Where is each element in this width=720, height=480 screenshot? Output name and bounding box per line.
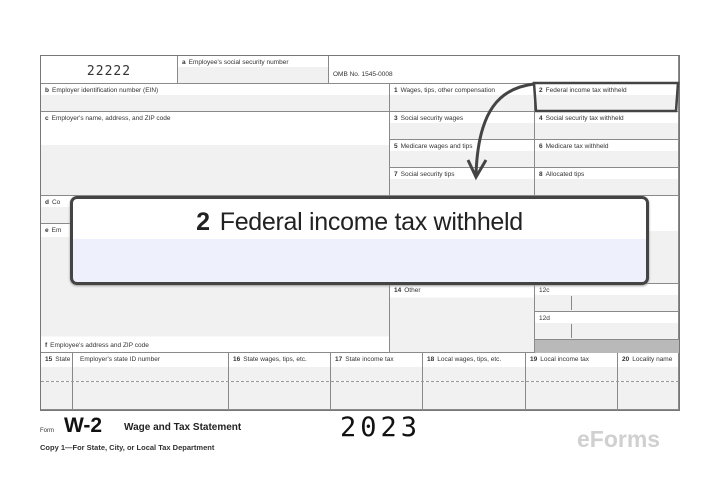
box-6[interactable]: 6 Medicare tax withheld (535, 140, 679, 168)
omb-number: OMB No. 1545-0008 (329, 56, 679, 84)
box-label: State (55, 356, 71, 363)
box-a[interactable]: a Employee's social security number (178, 56, 329, 84)
form-name: W-2 (64, 414, 103, 437)
dashed-divider (41, 381, 679, 382)
box-label: State wages, tips, etc. (243, 356, 307, 363)
box-number: 18 (427, 356, 435, 363)
callout-text: 2 Federal income tax withheld (73, 208, 646, 237)
box-1[interactable]: 1 Wages, tips, other compensation (390, 84, 535, 112)
box-label: Local income tax (540, 356, 590, 363)
box-7[interactable]: 7 Social security tips (390, 168, 535, 196)
box-2-highlight (532, 81, 680, 113)
box-number: 17 (335, 356, 343, 363)
box-label: Employer's state ID number (80, 356, 160, 363)
box-f: f Employee's address and ZIP code (45, 342, 149, 349)
box-label: Local wages, tips, etc. (437, 356, 502, 363)
box-number: 15 (45, 356, 53, 363)
box-c-label: Employer's name, address, and ZIP code (51, 115, 171, 122)
box-f-label: Employee's address and ZIP code (50, 342, 149, 349)
curved-arrow-icon (474, 82, 535, 176)
box-3-label: Social security wages (400, 115, 464, 122)
tax-year: 2023 (340, 412, 422, 443)
box-e-label: Em (51, 227, 62, 234)
box-2-label: Federal income tax withheld (545, 87, 627, 94)
shaded-area (535, 340, 679, 353)
box-8-label: Allocated tips (545, 171, 585, 178)
box-6-label: Medicare tax withheld (545, 143, 609, 150)
box-4[interactable]: 4 Social security tax withheld (535, 112, 679, 140)
box-number: 20 (622, 356, 630, 363)
callout-box: 2 Federal income tax withheld (70, 196, 649, 285)
box-7-label: Social security tips (400, 171, 455, 178)
box-b[interactable]: b Employer identification number (EIN) (41, 84, 390, 112)
callout-label: Federal income tax withheld (219, 208, 523, 236)
box-label: Locality name (632, 356, 673, 363)
box-12c-label: 12c (539, 287, 550, 294)
box-b-label: Employer identification number (EIN) (51, 87, 159, 94)
box-number: 16 (233, 356, 241, 363)
state-local-row: 15 State Employer's state ID number 16 State… (41, 353, 679, 410)
box-number: 19 (530, 356, 538, 363)
box-c[interactable]: c Employer's name, address, and ZIP code (41, 112, 390, 196)
control-number: 22222 (41, 56, 178, 84)
box-label: State income tax (345, 356, 394, 363)
copy-designation: Copy 1—For State, City, or Local Tax Dep… (40, 443, 215, 452)
box-14[interactable]: 14 Other (390, 284, 535, 353)
box-4-label: Social security tax withheld (545, 115, 624, 122)
box-12d[interactable]: 12d (535, 312, 679, 340)
box-5-label: Medicare wages and tips (400, 143, 473, 150)
box-12c[interactable]: 12c (535, 284, 679, 312)
arrow-head-icon (466, 159, 488, 181)
form-title: Wage and Tax Statement (124, 422, 242, 433)
eforms-logo: eForms (577, 426, 661, 452)
box-3[interactable]: 3 Social security wages (390, 112, 535, 140)
box-14-label: Other (404, 287, 421, 294)
box-1-label: Wages, tips, other compensation (400, 87, 496, 94)
box-8[interactable]: 8 Allocated tips (535, 168, 679, 196)
callout-number: 2 (196, 208, 210, 236)
box-5[interactable]: 5 Medicare wages and tips (390, 140, 535, 168)
box-12d-label: 12d (539, 315, 550, 322)
box-d-label: Co (51, 199, 61, 206)
box-a-label: Employee's social security number (188, 59, 289, 66)
form-word: Form (40, 428, 54, 434)
